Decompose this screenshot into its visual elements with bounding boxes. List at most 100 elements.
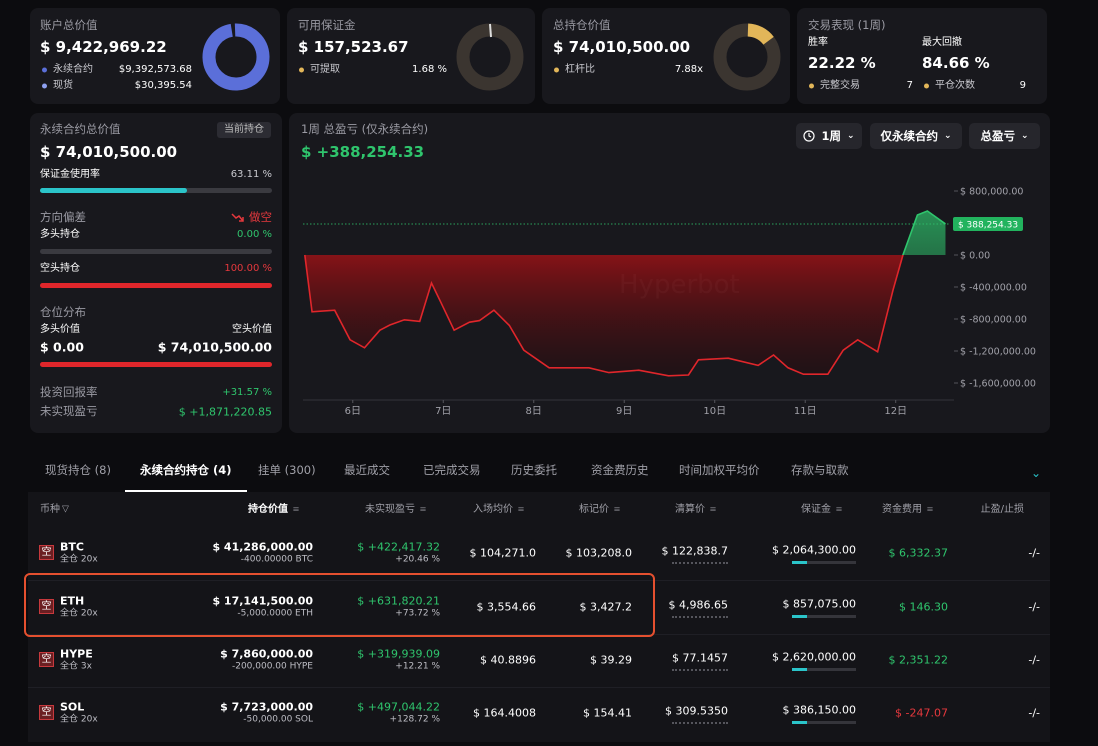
card-value: $ 9,422,969.22 xyxy=(40,38,167,56)
legend-dot xyxy=(42,83,47,89)
tab[interactable]: 现货持仓 (8) xyxy=(45,463,111,478)
label: 仓位分布 xyxy=(40,305,86,320)
sort-icon[interactable]: ☰ xyxy=(709,506,717,513)
item-label: 完整交易 xyxy=(820,80,860,91)
sort-icon[interactable]: ☰ xyxy=(835,506,843,513)
side-badge: 空 xyxy=(39,705,54,720)
x-tick-label: 12日 xyxy=(884,406,907,417)
tab[interactable]: 资金费历史 xyxy=(591,463,649,478)
tab[interactable]: 永续合约持仓 (4) xyxy=(140,463,232,478)
liquidation-price: $ 77.1457 xyxy=(672,651,728,665)
margin-mode: 全仓 20x xyxy=(60,714,98,725)
sort-icon[interactable]: ☰ xyxy=(613,506,621,513)
label: 投资回报率 xyxy=(40,385,98,400)
dropdown[interactable]: 仅永续合约 ⌄ xyxy=(870,123,962,149)
value: $ 74,010,500.00 xyxy=(157,339,272,355)
card-value: $ 74,010,500.00 xyxy=(553,38,691,56)
clock-icon xyxy=(803,130,816,142)
item-value: 7.88x xyxy=(674,64,703,75)
unrealized-pnl: $ +497,044.22 xyxy=(357,700,440,714)
margin-mode: 全仓 3x xyxy=(60,661,92,672)
clock-face xyxy=(803,130,816,142)
coin: SOL xyxy=(60,700,85,714)
pnl-percent: +73.72 % xyxy=(395,608,440,619)
x-tick-label: 8日 xyxy=(526,406,542,417)
value: $ 0.00 xyxy=(40,339,84,355)
item-value: 7 xyxy=(906,80,913,91)
row-divider xyxy=(28,634,1050,635)
pnl-percent: +128.72 % xyxy=(389,714,440,725)
chevron: ⌄ xyxy=(943,131,952,141)
sort-icon[interactable]: ☰ xyxy=(292,506,300,513)
legend-dot xyxy=(554,67,559,73)
item-value: 1.68 % xyxy=(412,64,447,75)
donut xyxy=(456,23,524,91)
item-label: 平仓次数 xyxy=(935,80,975,91)
dashed-underline xyxy=(672,722,728,724)
tp-sl: -/- xyxy=(1028,546,1040,560)
current-value-tag xyxy=(953,216,1023,231)
margin: $ 386,150.00 xyxy=(782,703,856,717)
sort-icon[interactable]: ☰ xyxy=(517,506,525,513)
tab[interactable]: 时间加权平均价 xyxy=(679,463,760,478)
column-header: 入场均价 xyxy=(473,504,513,515)
unrealized-pnl: $ +631,820.21 xyxy=(357,594,440,608)
sort-icon[interactable]: ☰ xyxy=(419,506,427,513)
column-header: 资金费用 xyxy=(882,504,922,515)
funding: $ 2,351.22 xyxy=(888,653,948,667)
area-negative xyxy=(304,255,946,376)
unrealized-pnl: $ +319,939.09 xyxy=(357,647,440,661)
liquidation-price: $ 309.5350 xyxy=(665,704,728,718)
liquidation-price: $ 122,838.7 xyxy=(661,544,728,558)
margin-bar-fill xyxy=(792,561,807,564)
position-value: $ 7,860,000.00 xyxy=(220,647,313,661)
side-badge: 空 xyxy=(39,545,54,560)
trend-arrow xyxy=(239,217,244,222)
margin: $ 857,075.00 xyxy=(782,597,856,611)
x-tick-label: 11日 xyxy=(794,406,817,417)
funding: $ 6,332.37 xyxy=(888,546,948,560)
item-value: $30,395.54 xyxy=(134,80,192,91)
column-header: 保证金 xyxy=(801,504,831,515)
legend-dot xyxy=(42,67,47,73)
legend-dot xyxy=(924,83,929,89)
coin: HYPE xyxy=(60,647,93,661)
dropdown[interactable]: 1周 ⌄ xyxy=(796,123,862,149)
margin: $ 2,064,300.00 xyxy=(772,543,856,557)
x-tick-label: 7日 xyxy=(435,406,451,417)
position-size: -5,000.0000 ETH xyxy=(237,608,313,619)
tab[interactable]: 已完成交易 xyxy=(423,463,481,478)
coin: BTC xyxy=(60,540,84,554)
item-label: 杠杆比 xyxy=(565,64,595,75)
label: 空头持仓 xyxy=(40,263,80,274)
panel-value: $ 74,010,500.00 xyxy=(40,143,178,161)
column-header: 未实现盈亏 xyxy=(365,504,415,515)
position-value: $ 7,723,000.00 xyxy=(220,700,313,714)
current-value-label: $ 388,254.33 xyxy=(958,220,1018,230)
sort-icon[interactable]: ☰ xyxy=(926,506,934,513)
collapse-chevron[interactable]: ⌄ xyxy=(1031,465,1042,480)
margin-bar-fill xyxy=(792,615,807,618)
margin-bar xyxy=(792,615,856,618)
tab[interactable]: 挂单 (300) xyxy=(258,463,316,478)
dashed-underline xyxy=(672,616,728,618)
label: 未实现盈亏 xyxy=(40,404,98,419)
y-tick-label: $ -1,600,000.00 xyxy=(960,379,1036,390)
item-label: 现货 xyxy=(53,80,73,91)
chart-title: 1周 总盈亏 (仅永续合约) xyxy=(301,122,429,137)
tab[interactable]: 历史委托 xyxy=(511,463,557,478)
tp-sl: -/- xyxy=(1028,653,1040,667)
tab[interactable]: 最近成交 xyxy=(344,463,390,478)
tab-underline xyxy=(125,490,247,492)
chevron: ⌄ xyxy=(846,131,855,141)
item-label: 永续合约 xyxy=(53,64,93,75)
label: 空头价值 xyxy=(232,324,272,335)
entry-price: $ 104,271.0 xyxy=(469,546,536,560)
entry-price: $ 164.4008 xyxy=(473,706,536,720)
legend-dot xyxy=(809,83,814,89)
dropdown[interactable]: 总盈亏 ⌄ xyxy=(969,123,1040,149)
tab[interactable]: 存款与取款 xyxy=(791,463,849,478)
filter-icon[interactable]: ▽ xyxy=(62,504,69,515)
progress-fill xyxy=(40,188,187,193)
